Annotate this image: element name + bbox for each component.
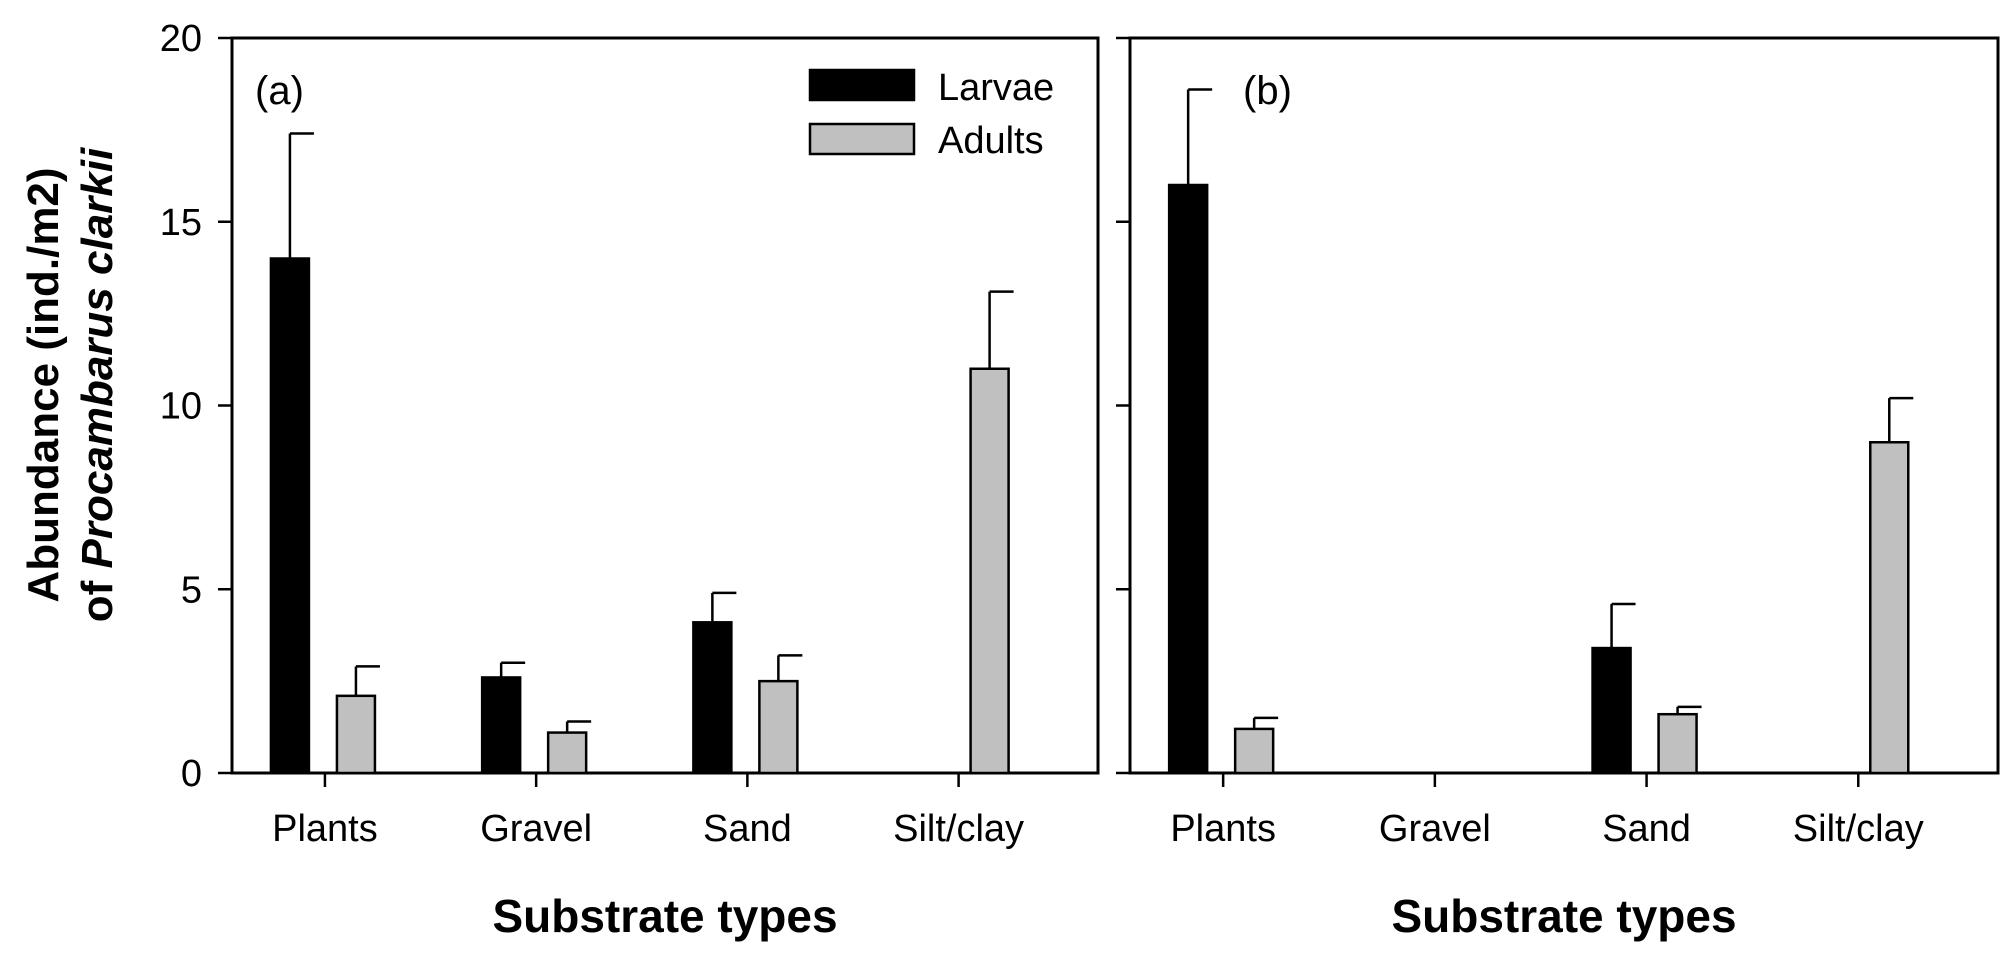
panel-b-bar-adults	[1657, 712, 1698, 775]
legend-label-adults: Adults	[938, 120, 1044, 162]
panel-b-bar-larvae	[1167, 183, 1209, 775]
panel-a-x-category-label: Gravel	[480, 808, 592, 850]
y-axis-label-species: Procambarus clarkii	[73, 147, 122, 568]
panel-a-y-tick-label: 5	[181, 569, 202, 611]
panel-b-x-categories: Plants Gravel Sand Silt/clay	[1170, 773, 1924, 850]
panel-b-bar-adults	[1233, 727, 1275, 775]
panel-b: Plants Gravel Sand Silt/clay (b) Substrate …	[1116, 36, 2000, 942]
legend-swatch-larvae	[808, 68, 916, 102]
y-axis-label: Abundance (ind./m2) of Procambarus clark…	[19, 147, 122, 622]
panel-b-bar-larvae	[1591, 646, 1632, 775]
panel-b-y-ticks	[1116, 36, 1130, 775]
panel-a-bars	[269, 132, 1014, 775]
panel-b-x-category-label: Sand	[1602, 808, 1691, 850]
panel-b-label: (b)	[1243, 69, 1292, 113]
panel-a-label: (a)	[255, 69, 304, 113]
panel-a-x-category-label: Silt/clay	[893, 808, 1024, 850]
panel-a-bar-larvae	[480, 676, 522, 775]
legend-label-larvae: Larvae	[938, 67, 1054, 109]
panel-a-bar-adults	[335, 694, 377, 775]
panel-b-x-category-label: Plants	[1170, 808, 1276, 850]
panel-b-bars	[1167, 88, 1914, 775]
panel-a-x-category-label: Plants	[272, 808, 378, 850]
panel-a-bar-adults	[758, 679, 799, 775]
legend-swatch-adults	[808, 122, 916, 156]
panel-a-bar-adults	[546, 731, 588, 775]
panel-b-x-category-label: Gravel	[1379, 808, 1491, 850]
panel-a-bar-larvae	[269, 257, 311, 775]
panel-a-bar-larvae	[692, 621, 733, 775]
panel-a-y-tick-label: 20	[160, 18, 202, 60]
y-axis-label-line2: of Procambarus clarkii	[73, 147, 122, 622]
panel-b-frame	[1128, 36, 2000, 775]
panel-a-y-tick-label: 10	[160, 386, 202, 428]
panel-a-x-category-label: Sand	[703, 808, 792, 850]
panel-a-y-ticks: 0 5 10 15 20	[160, 18, 232, 795]
panel-a-y-tick-label: 15	[160, 202, 202, 244]
legend: Larvae Adults	[808, 67, 1054, 162]
panel-a-bar-adults	[969, 367, 1010, 775]
panel-b-bar-adults	[1869, 441, 1910, 775]
panel-a: 0 5 10 15 20 Plants Gravel Sand Silt/clay (a) S…	[160, 18, 1100, 942]
y-axis-label-prefix: of	[73, 568, 122, 622]
panel-a-x-axis-label: Substrate types	[492, 890, 837, 942]
panel-b-x-axis-label: Substrate types	[1391, 890, 1736, 942]
panel-a-y-tick-label: 0	[181, 753, 202, 795]
y-axis-label-line1: Abundance (ind./m2)	[19, 167, 68, 602]
panel-a-x-categories: Plants Gravel Sand Silt/clay	[272, 773, 1024, 850]
panel-b-x-category-label: Silt/clay	[1793, 808, 1924, 850]
